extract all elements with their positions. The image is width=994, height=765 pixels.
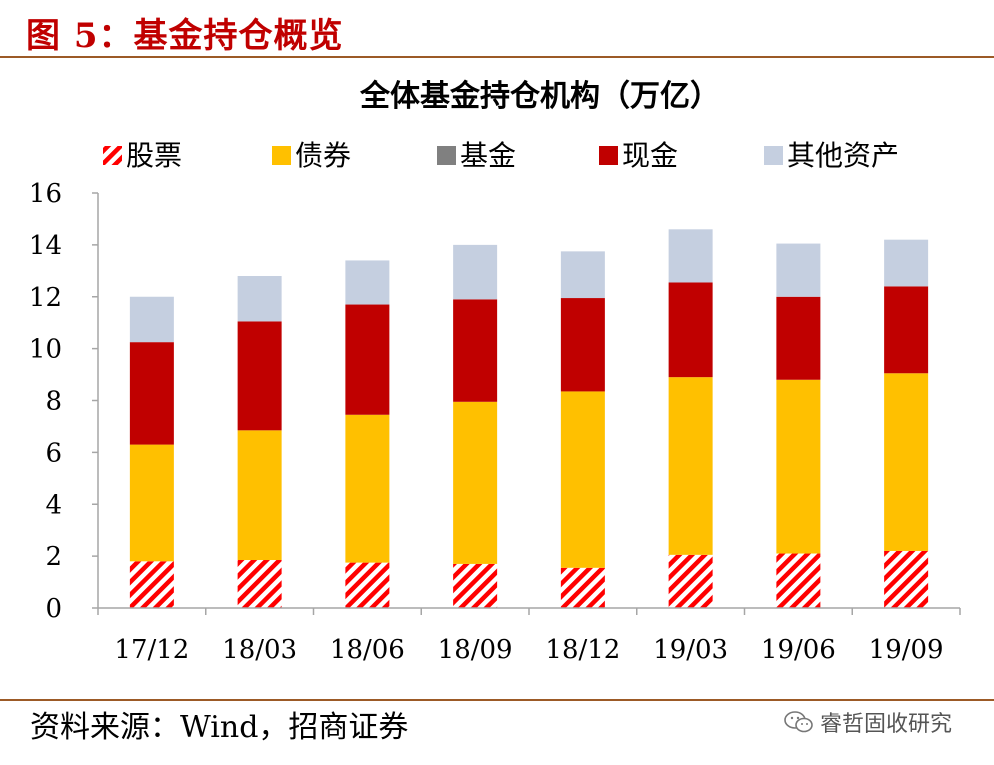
bar-segment-4-19-06 xyxy=(776,296,821,380)
bar-segment-1-18-03 xyxy=(237,560,282,608)
legend-swatch-3 xyxy=(437,146,456,165)
bar-segment-5-18-09 xyxy=(453,244,498,300)
bar-segment-5-19-09 xyxy=(884,239,929,287)
legend-swatch-1 xyxy=(103,146,122,165)
x-tick-label: 19/03 xyxy=(653,635,728,665)
bar-segment-1-18-12 xyxy=(560,567,605,608)
x-tick-label: 18/06 xyxy=(330,635,405,665)
x-tick-label: 19/06 xyxy=(761,635,836,665)
bar-segment-1-19-03 xyxy=(668,554,713,608)
bar-segment-5-19-06 xyxy=(776,243,821,297)
y-tick-label: 4 xyxy=(45,490,62,520)
source-note: 资料来源：Wind，招商证券 xyxy=(30,710,409,745)
bar-segment-1-18-09 xyxy=(453,563,498,608)
bar-segment-2-18-09 xyxy=(453,401,498,564)
bar-segment-4-19-09 xyxy=(884,286,929,374)
y-tick-label: 8 xyxy=(45,387,62,417)
bar-segment-1-19-06 xyxy=(776,553,821,608)
bar-segment-5-18-03 xyxy=(237,276,282,322)
bar-segment-5-17-12 xyxy=(129,296,174,343)
watermark-text: 睿哲固收研究 xyxy=(820,712,953,737)
y-tick-label: 6 xyxy=(45,438,62,468)
bar-segment-4-17-12 xyxy=(129,342,174,445)
top-divider xyxy=(0,56,994,58)
wechat-icon xyxy=(784,711,813,733)
bar-segment-4-18-12 xyxy=(560,298,605,392)
x-tick-label: 18/12 xyxy=(545,635,620,665)
x-axis: 17/12 18/03 18/06 18/09 18/12 19/03 19/06 19/09 xyxy=(97,607,961,665)
y-tick-label: 0 xyxy=(45,594,62,624)
bar-segment-1-18-06 xyxy=(345,562,390,608)
bar-segment-2-19-03 xyxy=(668,377,713,555)
bar-segment-2-18-12 xyxy=(560,391,605,568)
legend-label-2: 债券 xyxy=(295,139,351,172)
x-tick-label: 19/09 xyxy=(869,635,944,665)
bar-segment-5-19-03 xyxy=(668,229,713,283)
x-tick-label: 18/03 xyxy=(222,635,297,665)
bar-segment-2-19-09 xyxy=(884,373,929,551)
y-tick-label: 10 xyxy=(29,335,62,365)
bar-segment-2-17-12 xyxy=(129,444,174,562)
legend: 股票 债券 基金 现金 其他资产 xyxy=(103,139,899,172)
legend-label-5: 其他资产 xyxy=(787,139,899,172)
stacked-bar-chart: 全体基金持仓机构（万亿） 股票 债券 基金 现金 其他资产 0246810121416 … xyxy=(29,79,961,665)
legend-label-3: 基金 xyxy=(460,139,516,172)
y-tick-label: 14 xyxy=(29,231,62,261)
bar-segment-2-18-03 xyxy=(237,430,282,561)
bar-segment-1-17-12 xyxy=(129,561,174,608)
x-tick-label: 18/09 xyxy=(438,635,513,665)
legend-swatch-2 xyxy=(272,146,291,165)
y-tick-label: 12 xyxy=(29,283,62,313)
bar-segment-5-18-12 xyxy=(560,251,605,299)
legend-label-4: 现金 xyxy=(622,139,678,172)
bar-segment-2-18-06 xyxy=(345,414,390,563)
bar-segment-4-18-06 xyxy=(345,304,390,415)
bar-segment-5-18-06 xyxy=(345,260,390,305)
bar-segment-4-19-03 xyxy=(668,282,713,378)
watermark: 睿哲固收研究 xyxy=(784,706,952,738)
bar-segment-1-19-09 xyxy=(884,550,929,608)
bar-segment-4-18-09 xyxy=(453,299,498,402)
legend-label-1: 股票 xyxy=(126,139,182,172)
chart-title: 全体基金持仓机构（万亿） xyxy=(359,79,720,114)
y-tick-label: 16 xyxy=(29,179,62,209)
bottom-divider xyxy=(0,699,994,701)
bars xyxy=(129,229,929,608)
y-axis: 0 2 4 6 8 10 12 14 16 xyxy=(29,179,99,624)
x-tick-label: 17/12 xyxy=(114,635,189,665)
bar-segment-4-18-03 xyxy=(237,321,282,431)
legend-swatch-4 xyxy=(599,146,618,165)
figure-title: 图 5：基金持仓概览 xyxy=(26,16,344,56)
bar-segment-2-19-06 xyxy=(776,379,821,554)
y-tick-label: 2 xyxy=(45,542,62,572)
legend-swatch-5 xyxy=(764,146,783,165)
